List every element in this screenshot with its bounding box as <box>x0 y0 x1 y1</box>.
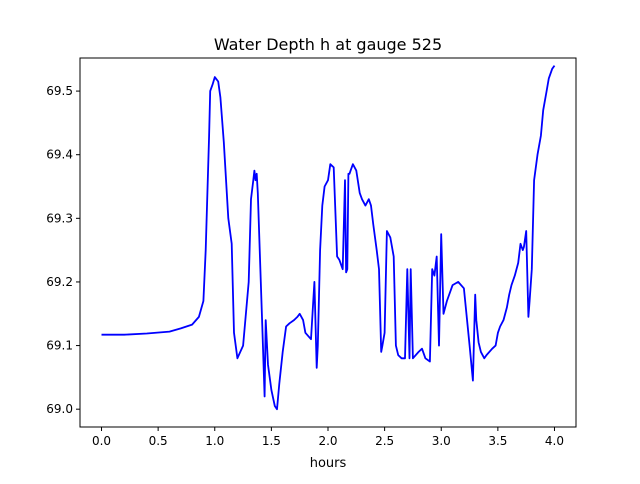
y-tick-label: 69.0 <box>46 402 73 416</box>
y-tick-label: 69.2 <box>46 275 73 289</box>
x-tick-label: 4.0 <box>545 434 564 448</box>
y-tick-label: 69.5 <box>46 84 73 98</box>
x-tick-label: 3.5 <box>488 434 507 448</box>
x-tick-label: 1.0 <box>205 434 224 448</box>
y-tick-label: 69.3 <box>46 211 73 225</box>
x-axis-label: hours <box>310 456 347 471</box>
x-tick-label: 2.0 <box>318 434 337 448</box>
x-tick-label: 0.0 <box>92 434 111 448</box>
y-tick-label: 69.1 <box>46 339 73 353</box>
plot-frame <box>79 57 577 428</box>
x-tick-label: 3.0 <box>432 434 451 448</box>
y-axis-ticks: 69.0 69.1 69.2 69.3 69.4 69.5 <box>46 84 80 416</box>
series-line <box>101 65 556 411</box>
y-tick-label: 69.4 <box>46 148 73 162</box>
x-tick-label: 0.5 <box>149 434 168 448</box>
x-tick-label: 1.5 <box>262 434 281 448</box>
chart-title: Water Depth h at gauge 525 <box>214 35 442 54</box>
x-tick-label: 2.5 <box>375 434 394 448</box>
x-axis-ticks: 0.0 0.5 1.0 1.5 2.0 2.5 3.0 3.5 4.0 <box>92 427 564 448</box>
